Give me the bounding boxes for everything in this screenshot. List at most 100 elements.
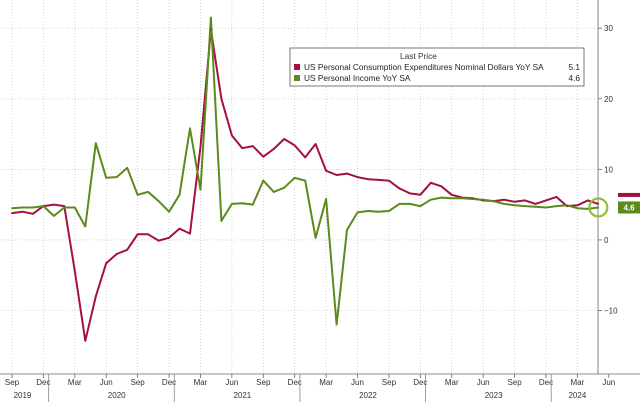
data-point	[398, 187, 401, 190]
data-point	[576, 207, 579, 210]
data-point	[53, 203, 55, 206]
data-point	[419, 193, 422, 196]
data-point	[21, 210, 24, 213]
data-point	[545, 199, 547, 202]
data-point	[32, 206, 34, 209]
y-tick-label: 30	[604, 24, 613, 33]
data-point	[168, 236, 171, 239]
x-year-label: 2024	[568, 391, 586, 400]
series-points	[11, 16, 609, 342]
legend-swatch	[294, 64, 300, 70]
data-point	[367, 178, 369, 181]
legend-series-name: US Personal Income YoY SA	[304, 73, 411, 83]
data-point	[524, 205, 526, 208]
data-point	[356, 176, 359, 179]
data-point	[377, 179, 380, 181]
data-point	[534, 205, 537, 208]
data-point	[220, 97, 223, 100]
x-tick-label: Mar	[445, 378, 459, 387]
data-point	[450, 193, 453, 196]
data-point	[597, 206, 600, 209]
data-point	[53, 215, 55, 217]
data-point	[503, 203, 505, 205]
data-point	[136, 233, 139, 236]
data-point	[545, 206, 547, 209]
x-year-label: 2021	[233, 391, 251, 400]
grid	[0, 0, 640, 375]
data-point	[450, 197, 453, 200]
data-point	[115, 176, 118, 179]
data-point	[272, 191, 275, 193]
data-point	[178, 193, 181, 196]
y-tick-label: 20	[604, 95, 613, 104]
y-tick-label: 10	[604, 165, 613, 174]
data-point	[461, 197, 464, 200]
data-point	[147, 233, 150, 236]
x-tick-label: Mar	[194, 378, 208, 387]
data-point	[325, 169, 327, 172]
data-point	[126, 248, 129, 251]
data-point	[105, 176, 108, 179]
data-point	[42, 205, 45, 208]
x-tick-label: Jun	[351, 378, 364, 387]
y-tick-label: 0	[604, 236, 609, 245]
last-value-tags: 4.6	[618, 192, 640, 214]
x-tick-label: Dec	[36, 378, 50, 387]
x-axis: Sep Dec Mar Jun Sep Dec Mar Jun Sep Dec Mar Jun Sep D…	[5, 374, 615, 402]
data-point	[73, 270, 76, 272]
x-tick-label: Mar	[570, 378, 584, 387]
data-point	[335, 174, 338, 176]
data-point	[272, 148, 275, 150]
data-point	[440, 196, 443, 199]
data-point	[241, 202, 244, 205]
data-point	[220, 220, 223, 222]
x-tick-label: Mar	[319, 378, 333, 387]
data-point	[377, 210, 380, 213]
data-point	[492, 200, 495, 203]
x-year-label: 2023	[485, 391, 503, 400]
data-point	[21, 206, 24, 209]
data-point	[566, 204, 568, 207]
data-point	[482, 198, 485, 201]
x-tick-label: Sep	[131, 378, 146, 387]
data-point	[419, 205, 422, 208]
data-point	[84, 339, 87, 342]
x-tick-label: Dec	[539, 378, 553, 387]
data-point	[231, 203, 233, 205]
data-point	[189, 232, 191, 235]
data-point	[314, 143, 317, 145]
data-point	[314, 236, 317, 239]
x-tick-label: Jun	[225, 378, 238, 387]
data-point	[251, 203, 254, 206]
x-tick-label: Sep	[256, 378, 271, 387]
data-point	[94, 295, 97, 298]
legend-swatch	[294, 75, 300, 81]
data-point	[157, 200, 160, 203]
data-point	[597, 203, 600, 205]
data-point	[126, 167, 129, 169]
x-tick-label: Sep	[382, 378, 397, 387]
data-point	[555, 196, 558, 198]
data-point	[63, 205, 66, 208]
data-point	[168, 210, 171, 213]
data-point	[304, 156, 307, 159]
data-point	[346, 229, 348, 231]
data-point	[32, 212, 34, 215]
data-point	[115, 253, 118, 255]
data-point	[105, 262, 108, 265]
data-point	[251, 145, 254, 148]
data-point	[11, 212, 13, 215]
x-tick-label: Mar	[68, 378, 82, 387]
x-tick-label: Sep	[5, 378, 20, 387]
data-point	[73, 206, 76, 209]
data-point	[513, 204, 516, 207]
data-point	[388, 179, 390, 182]
data-point	[429, 181, 432, 184]
data-point	[409, 203, 411, 205]
legend-box	[289, 47, 585, 87]
data-point	[367, 210, 369, 212]
data-point	[94, 142, 97, 145]
data-point	[513, 200, 516, 203]
